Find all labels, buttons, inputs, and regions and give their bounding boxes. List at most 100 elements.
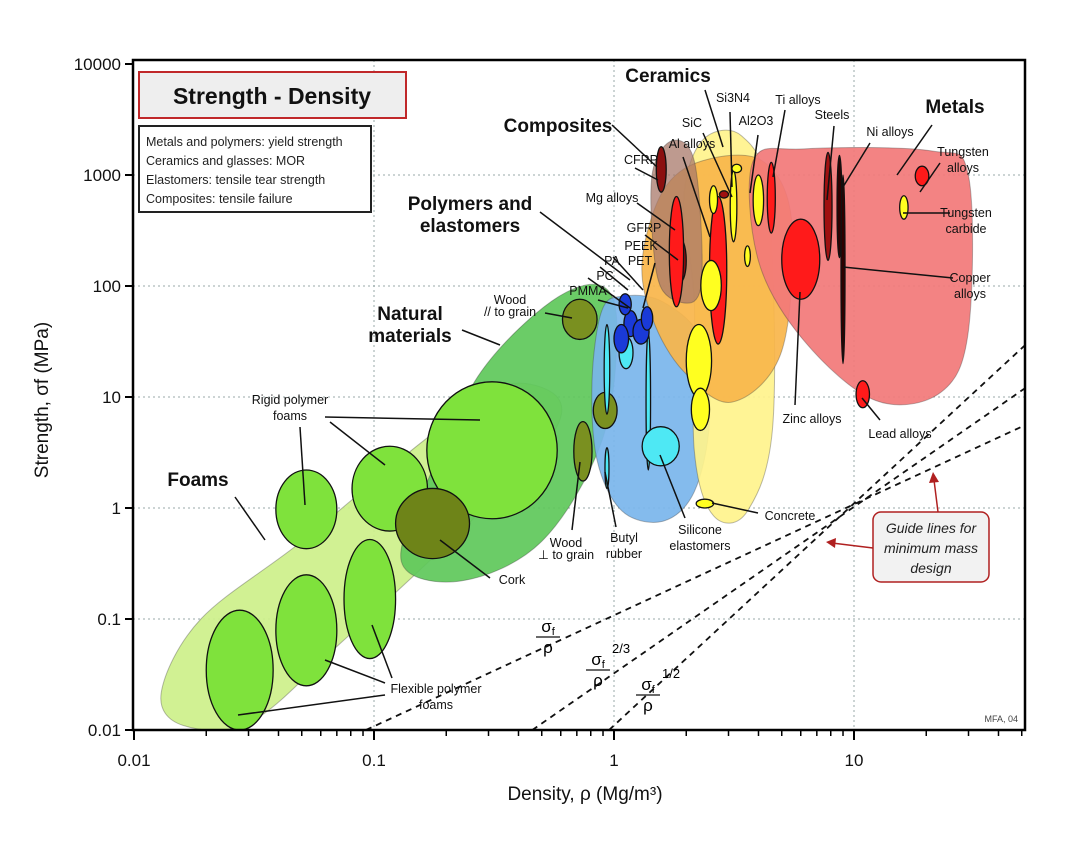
material-bubble: [718, 190, 730, 199]
material-label: ⊥ to grain: [538, 548, 594, 562]
guide-formula-exponent: 2/3: [612, 641, 630, 656]
y-tick-label: 0.1: [97, 610, 121, 629]
leader-line: [544, 312, 573, 319]
material-bubble: [914, 165, 930, 187]
leader-line: [371, 624, 393, 679]
material-label: Copper: [950, 271, 991, 285]
group-label: Natural: [377, 304, 442, 325]
guide-formula-exponent: 1/2: [662, 666, 680, 681]
material-label: Cork: [499, 573, 526, 587]
material-bubble: [708, 185, 719, 215]
leader-line: [729, 111, 733, 188]
group-label: Ceramics: [625, 66, 711, 87]
y-tick-label: 1: [112, 499, 121, 518]
material-label: Al alloys: [669, 137, 716, 151]
leader-line: [711, 502, 759, 514]
material-bubble: [766, 161, 776, 234]
material-bubble: [899, 195, 909, 220]
notes-box: Metals and polymers: yield strength Cera…: [138, 125, 372, 213]
leader-line: [826, 125, 835, 201]
material-label: Ti alloys: [775, 93, 820, 107]
guide-arrowhead-left: [826, 538, 836, 548]
material-bubble: [668, 195, 685, 308]
guide-arrow-up: [933, 479, 939, 513]
material-label: elastomers: [669, 539, 730, 553]
group-label: materials: [368, 326, 451, 347]
material-label: Mg alloys: [586, 191, 639, 205]
material-bubble: [840, 174, 846, 365]
leader-line: [682, 156, 711, 238]
guide-line: [365, 424, 1026, 731]
x-tick-label: 0.1: [362, 751, 386, 770]
material-label: Tungsten: [940, 206, 992, 220]
envelope-metals: [748, 147, 974, 406]
guide-formula-subscript: f: [552, 626, 556, 638]
material-label: rubber: [606, 547, 642, 561]
material-label: Al2O3: [739, 114, 774, 128]
material-bubble: [731, 163, 743, 174]
material-bubble: [343, 538, 397, 660]
material-label: Ni alloys: [866, 125, 913, 139]
guide-formula-symbol: σ: [641, 675, 652, 694]
material-bubble: [752, 174, 765, 227]
title-box: Strength - Density: [138, 71, 407, 119]
material-label: PET: [628, 254, 653, 268]
guide-formula-symbol: σ: [541, 617, 552, 636]
leader-line: [539, 211, 631, 281]
note-3: Composites: tensile failure: [146, 192, 293, 206]
material-label: alloys: [954, 287, 986, 301]
material-bubble: [695, 498, 715, 509]
chart-title: Strength - Density: [173, 83, 371, 109]
leader-line: [611, 124, 658, 168]
material-label: Concrete: [765, 509, 816, 523]
material-label: Tungsten: [937, 145, 989, 159]
plot-frame: [131, 58, 1027, 732]
group-label: Polymers and: [408, 194, 533, 215]
material-label: PEEK: [624, 239, 658, 253]
x-axis-label: Density, ρ (Mg/m³): [507, 784, 662, 805]
guide-formula-denominator: ρ: [643, 696, 653, 715]
material-label: // to grain: [484, 305, 536, 319]
guide-formula-denominator: ρ: [543, 638, 553, 657]
leader-line: [461, 329, 501, 346]
material-bubble: [613, 323, 630, 354]
material-label: foams: [273, 409, 307, 423]
group-label: elastomers: [420, 216, 520, 237]
material-label: PC: [596, 269, 613, 283]
leader-lines: [234, 89, 954, 716]
leader-line: [324, 659, 386, 684]
guide-formula-subscript: f: [602, 659, 606, 671]
material-bubble: [561, 298, 598, 341]
guide-line: [531, 387, 1026, 731]
leader-line: [636, 202, 676, 231]
y-tick-label: 1000: [83, 166, 121, 185]
leader-line: [587, 277, 631, 309]
material-bubble: [603, 323, 611, 415]
material-bubble: [700, 259, 722, 312]
leader-line: [597, 299, 629, 309]
guide-formula-denominator: ρ: [593, 671, 603, 690]
leader-line: [794, 291, 801, 406]
material-bubble: [781, 218, 821, 300]
leader-line: [702, 132, 733, 198]
material-bubble: [641, 426, 680, 467]
leader-line: [861, 397, 881, 421]
credit: MFA, 04: [984, 714, 1018, 724]
leader-line: [329, 421, 386, 466]
material-label: Zinc alloys: [782, 412, 841, 426]
guide-formula-numerator: σf: [541, 617, 556, 638]
axes: 0.01 0.1 1 10 10000 1000 100 10 1 0.1 0.01: [74, 55, 1023, 770]
material-bubble: [426, 381, 558, 520]
y-tick-label: 0.01: [88, 721, 121, 740]
material-label: PA: [604, 254, 620, 268]
leader-line: [439, 539, 491, 579]
leader-line: [644, 234, 679, 261]
leader-line: [704, 89, 724, 148]
material-label: GFRP: [627, 221, 662, 235]
leader-line: [896, 124, 933, 176]
leader-line: [299, 426, 306, 506]
guide-note-1: minimum mass: [884, 540, 978, 556]
guide-formula-numerator: σf: [641, 675, 656, 696]
